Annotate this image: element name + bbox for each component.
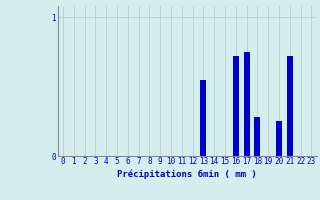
Bar [254, 117, 260, 156]
Bar [244, 52, 250, 156]
Bar [287, 56, 293, 156]
Bar [200, 80, 206, 156]
Bar [276, 121, 282, 156]
X-axis label: Précipitations 6min ( mm ): Précipitations 6min ( mm ) [117, 169, 257, 179]
Bar [233, 56, 239, 156]
